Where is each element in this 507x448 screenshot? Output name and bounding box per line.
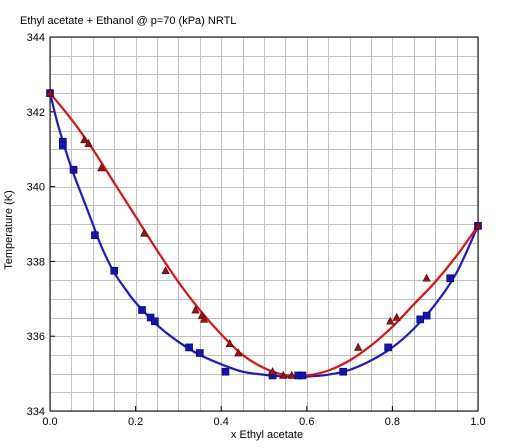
data-point-triangle [45,88,55,97]
x-tick-label: 0.4 [214,416,229,428]
data-point-square [384,343,392,352]
data-point-triangle [140,228,149,237]
x-tick-label: 0.6 [299,416,314,428]
data-point-triangle [225,339,234,347]
y-tick-label: 340 [27,182,45,194]
data-point-square [91,231,99,240]
data-point-square [138,306,146,314]
data-point-triangle [392,312,401,321]
series-layer [45,88,483,380]
data-point-square [196,349,204,357]
data-point-square [59,141,67,150]
data-point-square [298,371,307,380]
chart-title: Ethyl acetate + Ethanol @ p=70 (kPa) NRT… [20,15,236,27]
data-point-triangle [354,342,363,351]
y-tick-label: 344 [27,32,45,44]
data-point-triangle [97,163,106,172]
data-point-square [422,311,431,320]
data-point-triangle [199,314,209,323]
data-point-triangle [268,367,277,376]
data-point-triangle [422,273,431,282]
data-point-square [69,165,78,174]
y-tick-label: 338 [27,256,45,268]
axis-ticks: 0.0 0.2 0.4 0.6 0.8 1.0 334 336 338 340 342 344 [27,32,486,428]
y-axis-label: Temperature (K) [3,190,15,269]
data-point-square [221,367,230,376]
data-point-triangle [234,348,243,357]
data-point-triangle [191,305,200,314]
x-axis-label: x Ethyl acetate [231,429,303,441]
data-point-triangle [161,266,170,275]
data-point-square [446,274,454,283]
x-tick-label: 0.0 [42,416,57,428]
data-point-square [185,343,193,352]
data-point-triangle [84,138,93,147]
data-point-square [110,266,118,275]
x-tick-label: 0.2 [128,416,143,428]
data-point-square [339,367,347,376]
vapor-curve [49,92,479,378]
data-point-triangle [279,370,288,379]
data-point-square [416,315,425,324]
data-point-triangle [80,135,89,144]
grid [50,37,479,412]
x-tick-label: 0.8 [385,416,400,428]
data-point-triangle [473,221,483,230]
y-tick-label: 336 [27,331,45,343]
data-point-triangle [386,316,395,325]
liquid-curve [48,92,480,378]
data-point-triangle [287,370,296,379]
y-tick-label: 342 [27,107,45,119]
x-tick-label: 1.0 [470,416,485,428]
y-tick-label: 334 [27,406,45,418]
data-point-square [151,317,159,326]
